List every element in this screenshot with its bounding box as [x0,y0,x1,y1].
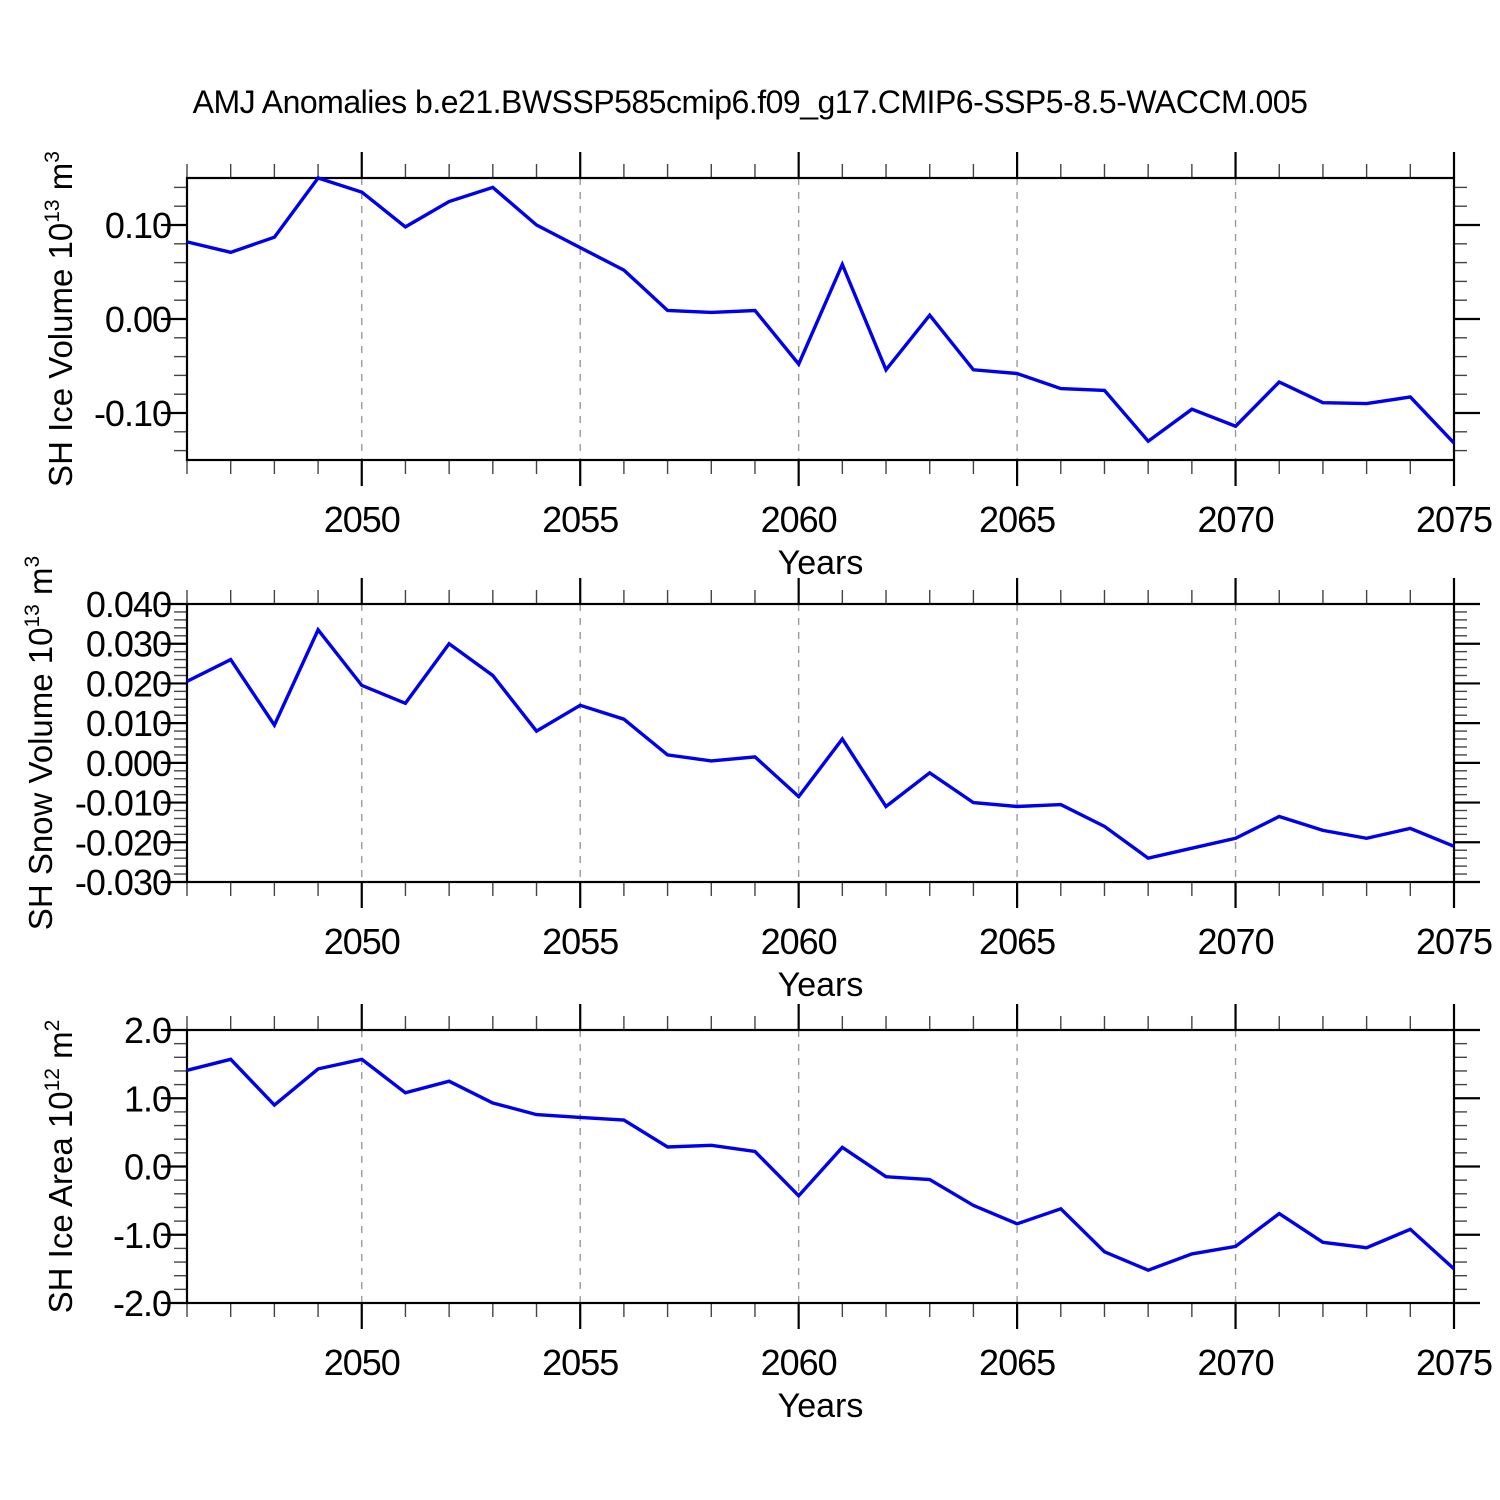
data-line [186,626,1455,861]
y-tick-label: 1.0 [124,1078,171,1119]
x-tick-label: 2070 [1198,921,1274,962]
x-tick-label: 2065 [979,921,1055,962]
x-tick-label: 2075 [1416,921,1492,962]
x-tick-label: 2060 [761,921,837,962]
x-tick-label: 2050 [324,921,400,962]
x-tick-label: 2070 [1198,1342,1274,1383]
plot-frame [185,602,1456,884]
y-tick-label: 0.010 [86,703,171,744]
x-axis-title: Years [778,544,864,582]
x-tick-label: 2065 [979,499,1055,540]
x-tick-label: 2060 [761,499,837,540]
x-axis-title: Years [778,966,864,1004]
x-tick-label: 2060 [761,1342,837,1383]
x-tick-label: 2055 [542,921,618,962]
y-tick-label: 0.000 [86,743,171,784]
panel-1: 2050 2055 2060 2065 2070 2075 0.10 0.00 -0.10 Yea… [41,151,1493,582]
y-tick-label: -2.0 [113,1283,171,1324]
y-tick-label: -1.0 [113,1215,171,1256]
panel-3: 2050 2055 2060 2065 2070 2075 2.0 1.0 0.0 -1.0 -2.… [41,1004,1493,1425]
y-tick-label: -0.030 [75,862,171,903]
plot-frame [185,1028,1456,1305]
y-tick-label: 0.10 [105,205,171,246]
x-tick-label: 2050 [324,1342,400,1383]
y-tick-label: -0.10 [94,393,171,434]
plot-title: AMJ Anomalies b.e21.BWSSP585cmip6.f09_g1… [192,84,1308,120]
y-tick-label: -0.010 [75,783,171,824]
y-tick-label: 0.020 [86,663,171,704]
x-tick-label: 2075 [1416,499,1492,540]
data-line [186,1057,1456,1273]
y-tick-label: 0.0 [124,1147,171,1188]
x-tick-label: 2070 [1198,499,1274,540]
x-axis-title: Years [778,1387,864,1425]
y-axis-title: SH Ice Volume 1013 m3 [41,151,79,487]
y-tick-label: -0.020 [75,822,171,863]
x-tick-label: 2065 [979,1342,1055,1383]
y-tick-label: 0.040 [86,584,171,625]
y-tick-label: 0.030 [86,624,171,665]
x-tick-label: 2055 [542,1342,618,1383]
x-tick-label: 2050 [324,499,400,540]
plot-frame [185,176,1456,462]
y-tick-label: 2.0 [124,1010,171,1051]
y-tick-label: 0.00 [105,299,171,340]
data-line [186,176,1456,445]
x-tick-label: 2055 [542,499,618,540]
y-axis-title: SH Snow Volume 1013 m3 [21,556,59,930]
panel-2: 2050 2055 2060 2065 2070 20750.0400.0300.0200… [21,556,1493,1004]
y-axis-title: SH Ice Area 1012 m2 [41,1020,79,1314]
x-tick-label: 2075 [1416,1342,1492,1383]
